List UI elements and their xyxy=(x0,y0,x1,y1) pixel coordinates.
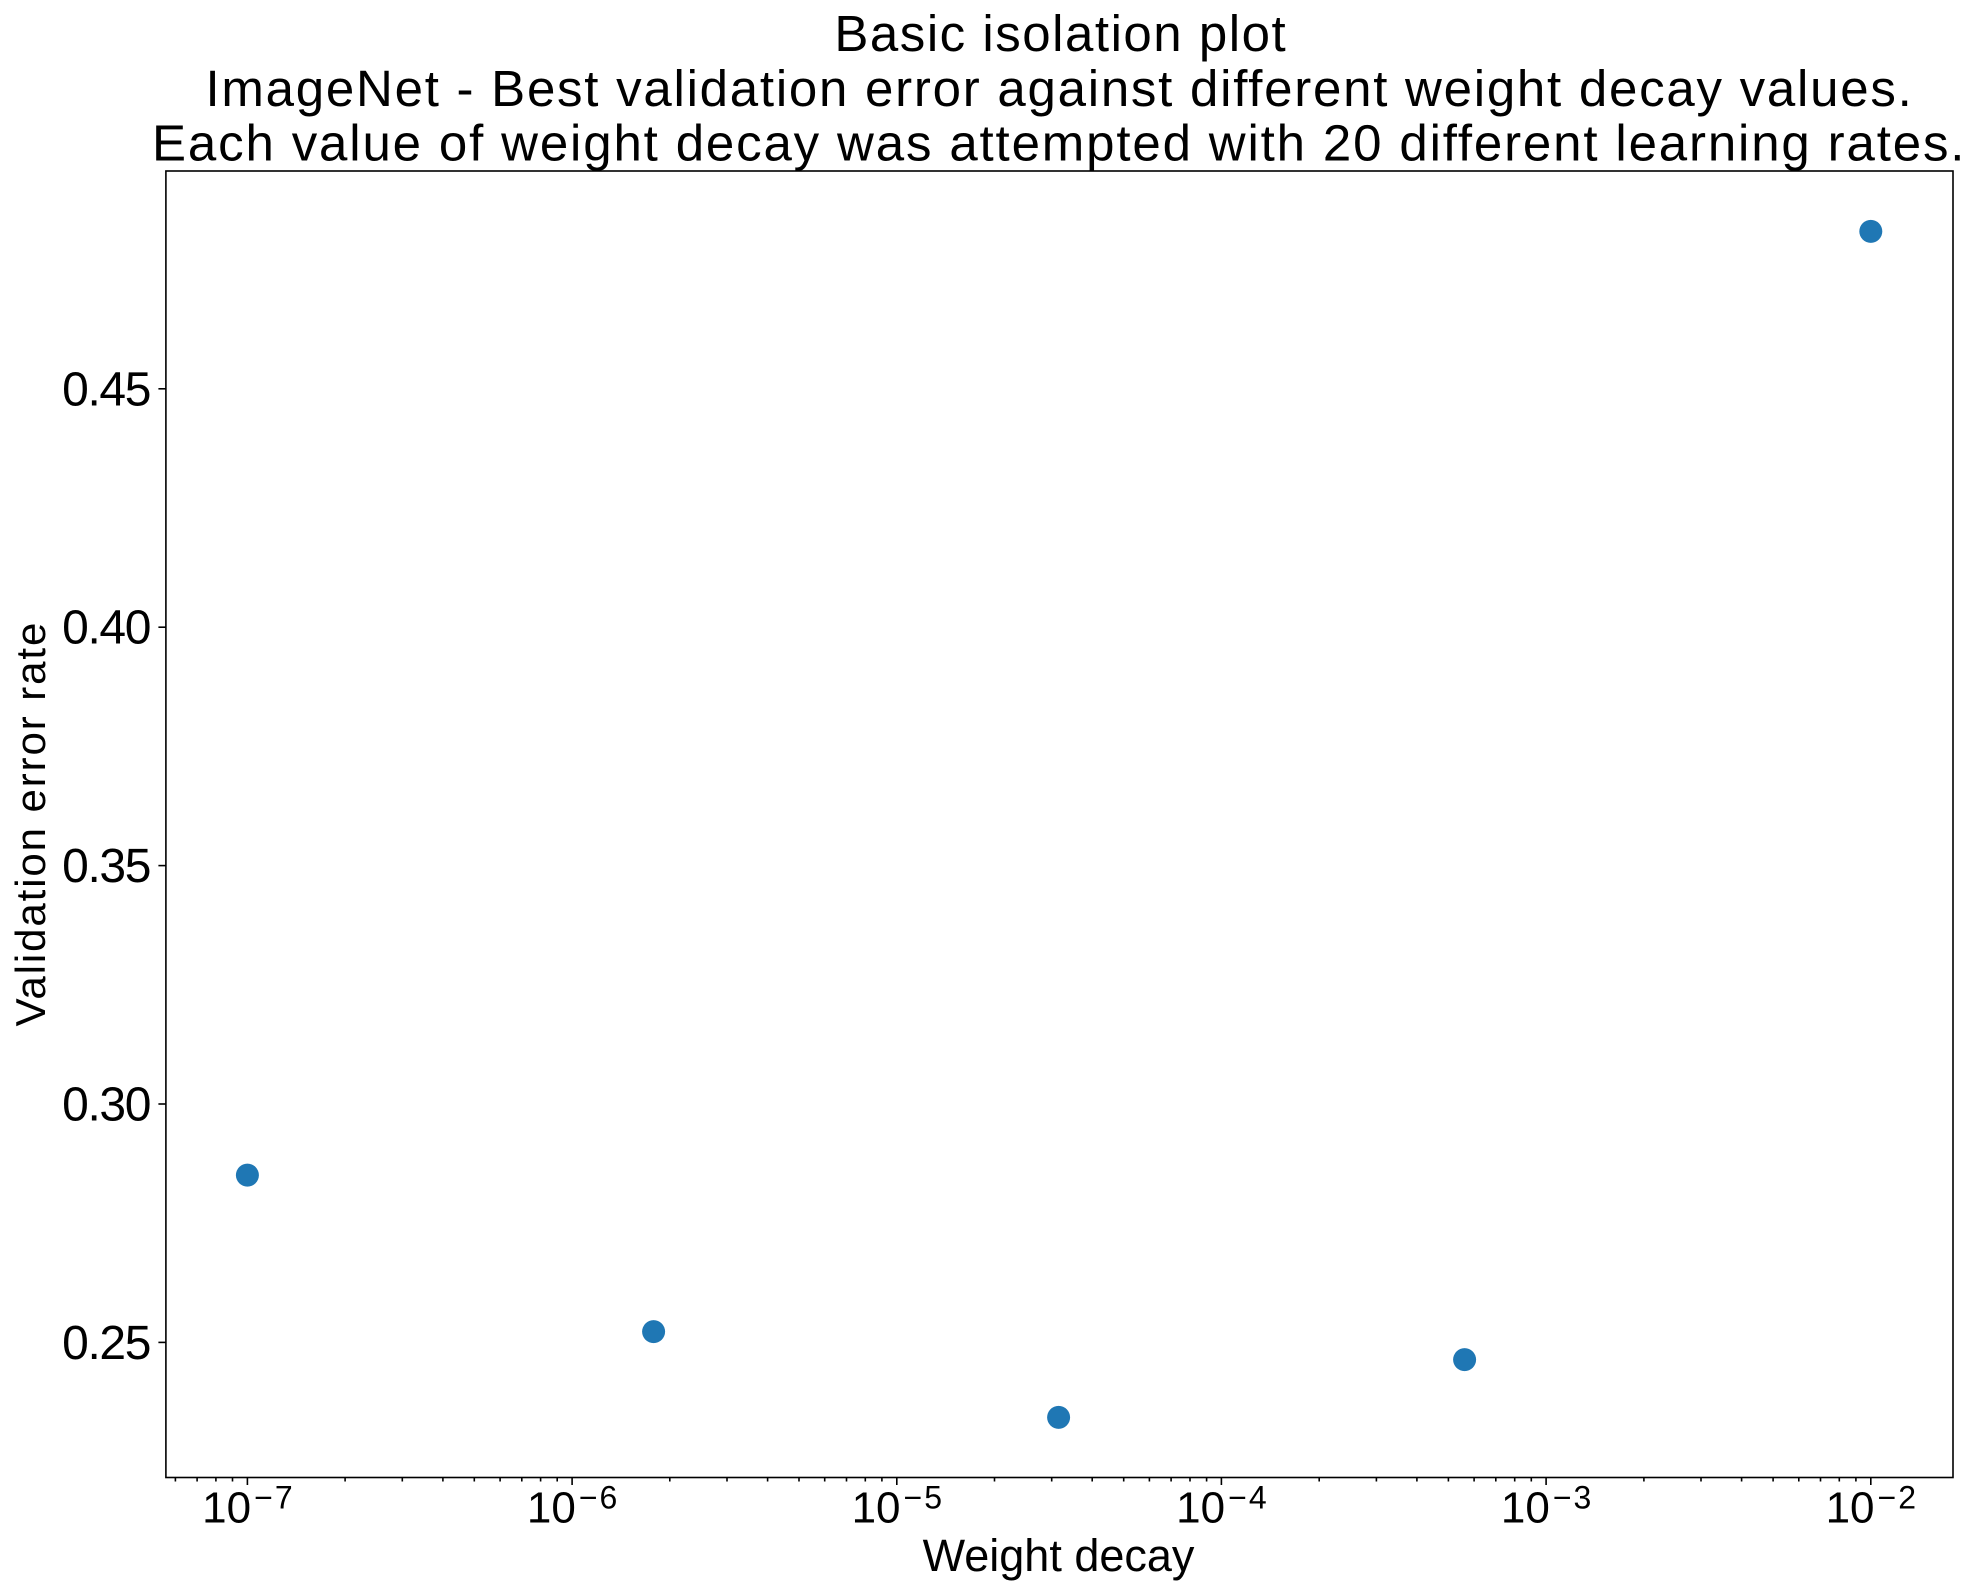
svg-text:0.40: 0.40 xyxy=(62,602,150,655)
svg-text:ImageNet - Best validation err: ImageNet - Best validation error against… xyxy=(206,60,1914,117)
svg-text:0.25: 0.25 xyxy=(62,1317,150,1370)
svg-text:Basic isolation plot: Basic isolation plot xyxy=(834,5,1287,62)
svg-text:Validation error rate: Validation error rate xyxy=(7,621,54,1027)
svg-text:0.45: 0.45 xyxy=(62,363,150,416)
svg-text:0.35: 0.35 xyxy=(62,840,150,893)
svg-text:0.30: 0.30 xyxy=(62,1079,150,1132)
svg-text:Weight decay: Weight decay xyxy=(923,1530,1195,1581)
svg-text:Each value of weight decay was: Each value of weight decay was attempted… xyxy=(152,114,1966,171)
